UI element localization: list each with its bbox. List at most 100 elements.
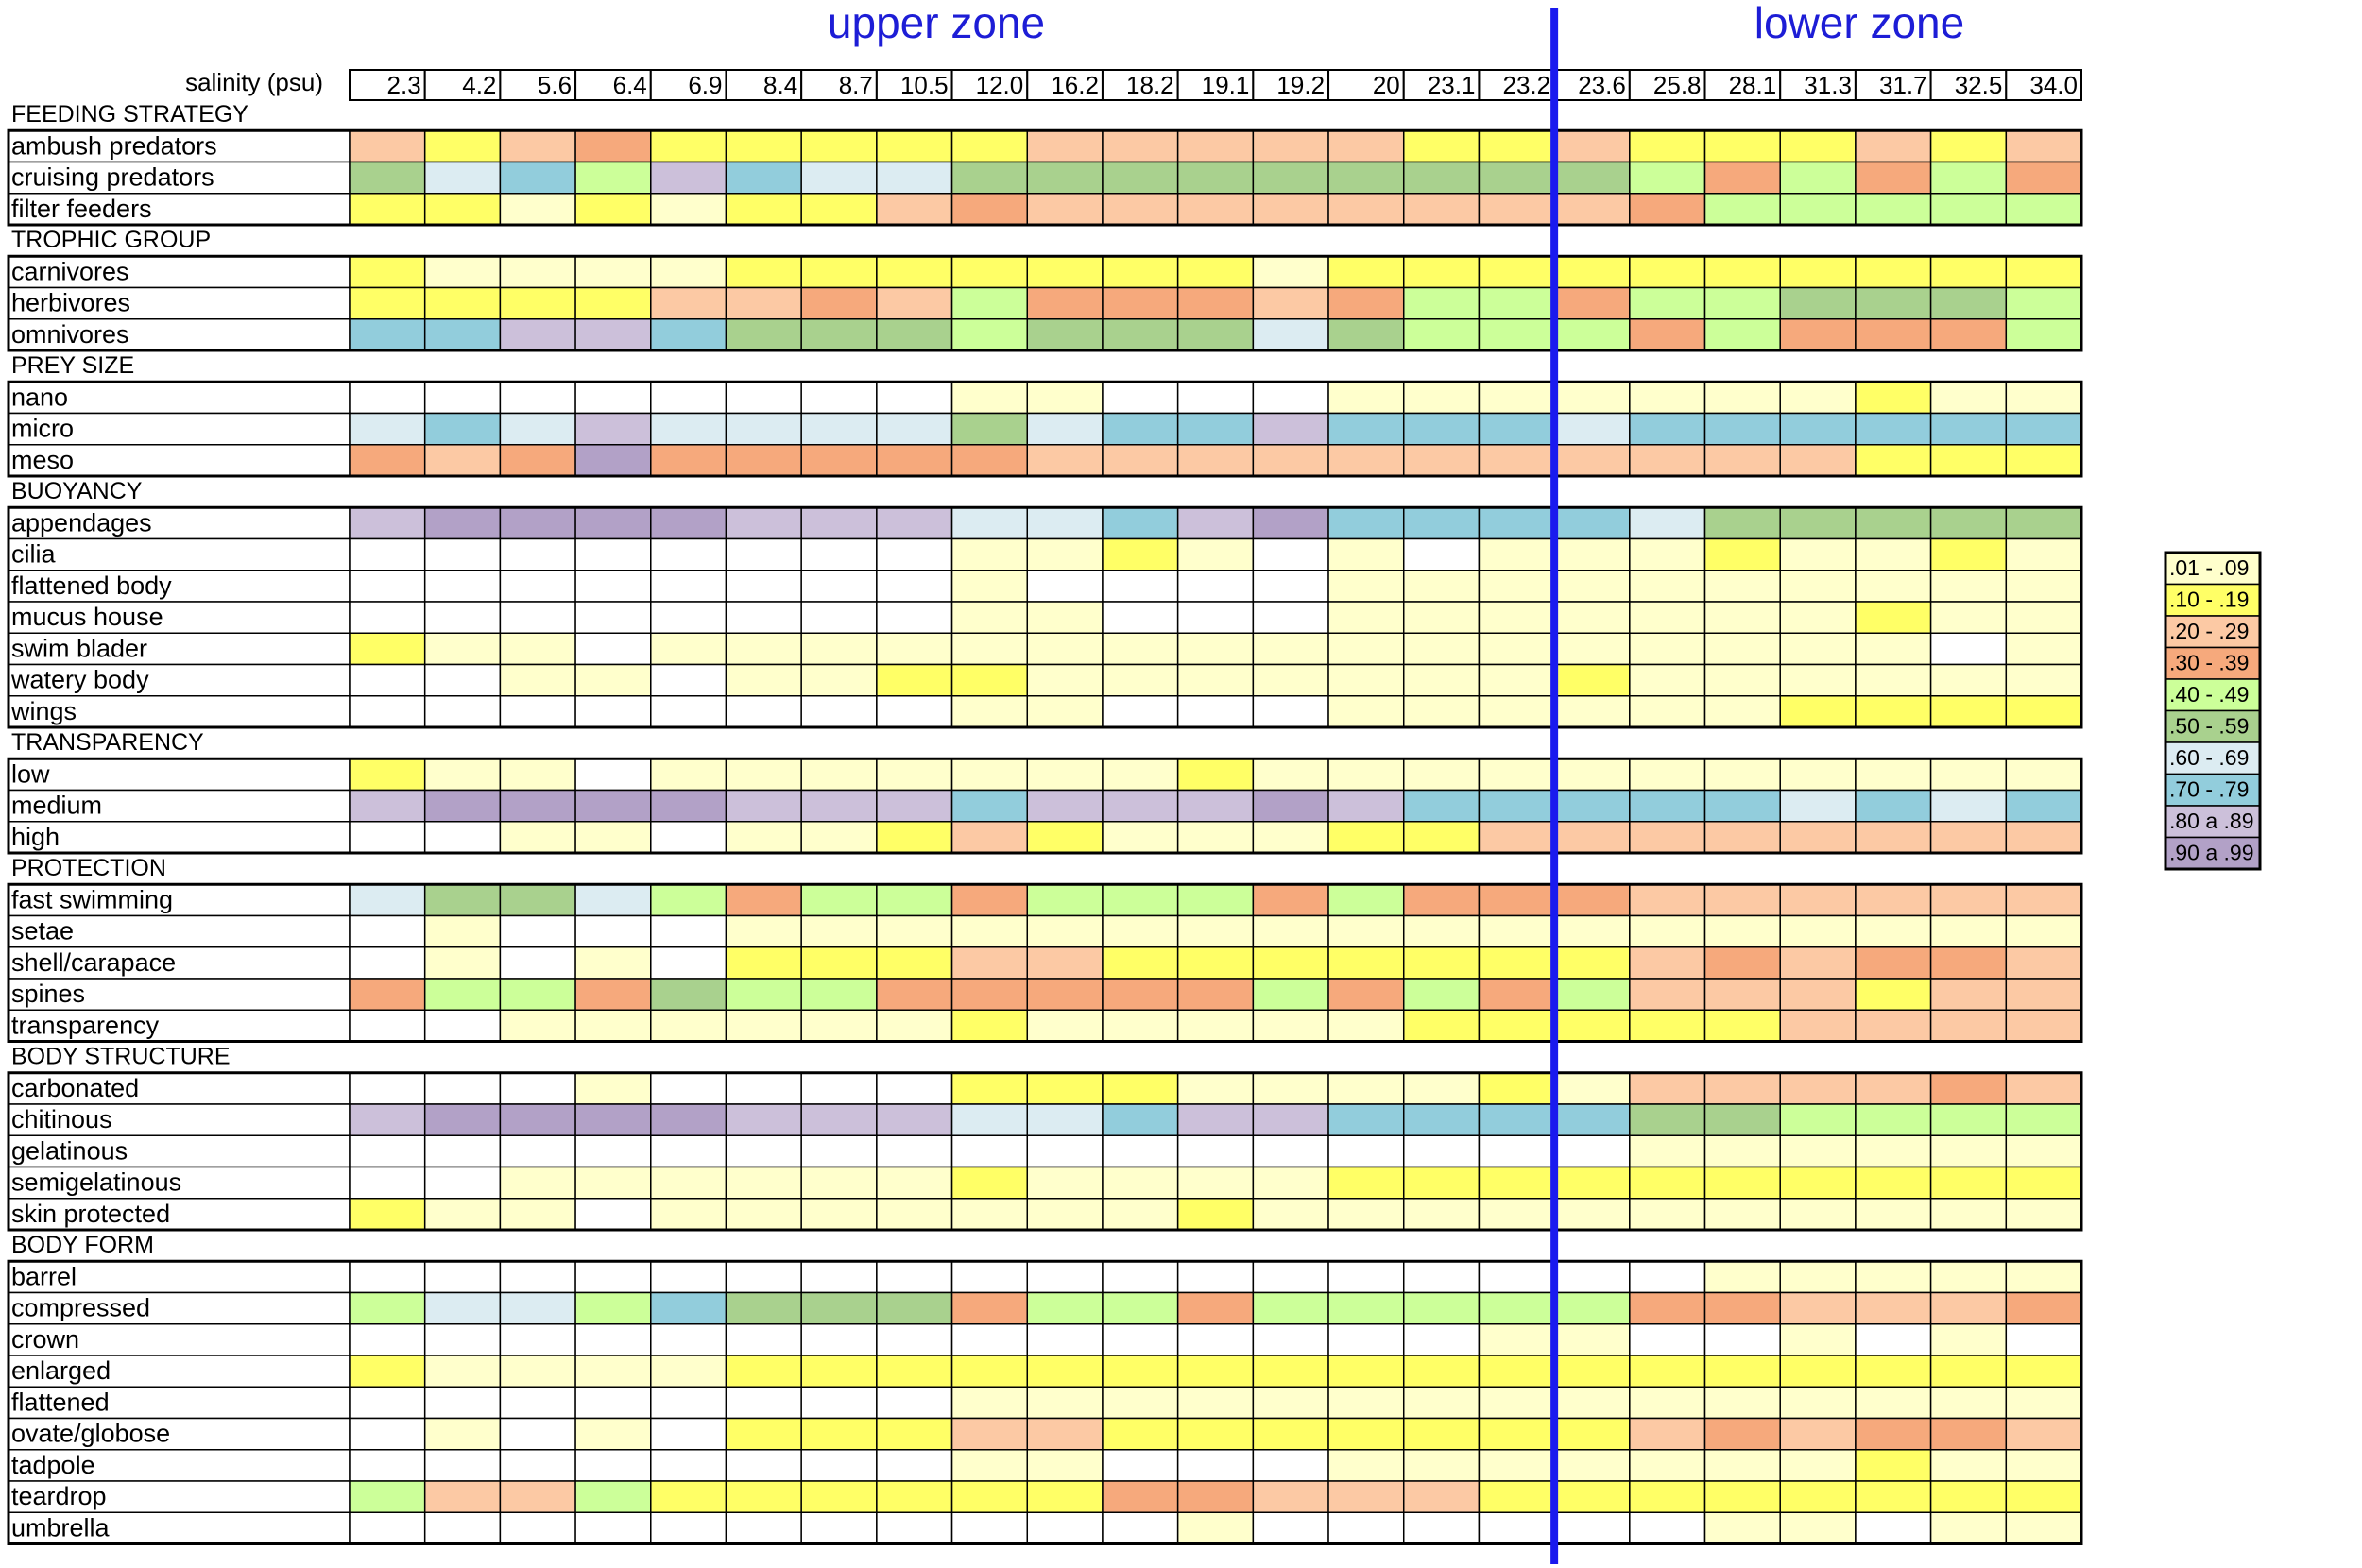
heatmap-cell — [876, 444, 953, 477]
heatmap-cell — [876, 1198, 953, 1231]
heatmap-cell — [1176, 1166, 1255, 1200]
heatmap-cell — [349, 821, 426, 854]
heatmap-cell — [1553, 412, 1631, 446]
heatmap-cell — [1929, 601, 2008, 634]
group-label: FEEDING STRATEGY — [11, 101, 248, 128]
heatmap-cell — [1402, 821, 1481, 854]
heatmap-cell — [1929, 663, 2008, 697]
heatmap-cell — [725, 1386, 802, 1420]
heatmap-cell — [1779, 570, 1857, 603]
heatmap-cell — [876, 1260, 953, 1294]
heatmap-cell — [1327, 663, 1405, 697]
heatmap-cell — [1703, 978, 1781, 1011]
heatmap-cell — [800, 1134, 878, 1168]
row-label: cruising predators — [11, 163, 214, 192]
heatmap-cell — [1478, 632, 1555, 666]
heatmap-cell — [1703, 1072, 1781, 1105]
heatmap-cell — [2005, 537, 2082, 571]
heatmap-cell — [1102, 255, 1179, 289]
heatmap-cell — [800, 1072, 878, 1105]
salinity-tick-label: 23.6 — [1578, 71, 1626, 99]
heatmap-cell — [1102, 506, 1179, 540]
heatmap-cell — [1327, 695, 1405, 728]
legend-label: .50 - .59 — [2169, 714, 2249, 739]
heatmap-cell — [800, 255, 878, 289]
heatmap-cell — [1402, 1103, 1481, 1136]
heatmap-cell — [950, 1103, 1029, 1136]
heatmap-cell — [1553, 695, 1631, 728]
heatmap-cell — [1402, 444, 1481, 477]
heatmap-cell — [349, 758, 426, 792]
heatmap-cell — [1176, 161, 1255, 195]
heatmap-cell — [1102, 601, 1179, 634]
heatmap-cell — [574, 978, 652, 1011]
row-label: swim blader — [11, 634, 147, 662]
salinity-tick-label: 6.4 — [613, 71, 647, 99]
heatmap-cell — [950, 632, 1029, 666]
heatmap-cell — [1402, 1386, 1481, 1420]
heatmap-cell — [349, 129, 426, 163]
group-block-border — [7, 505, 2083, 729]
heatmap-cell — [1252, 601, 1329, 634]
heatmap-cell — [423, 1480, 502, 1513]
heatmap-cell — [1703, 255, 1781, 289]
heatmap-cell — [1703, 1166, 1781, 1200]
heatmap-cell — [1102, 1417, 1179, 1451]
heatmap-cell — [1629, 1166, 1706, 1200]
heatmap-cell — [1327, 601, 1405, 634]
heatmap-cell — [800, 161, 878, 195]
heatmap-cell — [1703, 632, 1781, 666]
heatmap-cell — [1629, 789, 1706, 823]
heatmap-cell — [1026, 506, 1104, 540]
heatmap-cell — [2005, 946, 2082, 980]
heatmap-cell — [574, 1072, 652, 1105]
heatmap-cell — [499, 946, 576, 980]
heatmap-cell — [1102, 883, 1179, 917]
heatmap-cell — [349, 506, 426, 540]
salinity-header-cell — [725, 69, 803, 101]
heatmap-cell — [423, 1198, 502, 1231]
heatmap-cell — [1929, 129, 2008, 163]
heatmap-cell — [1026, 1103, 1104, 1136]
color-legend: .01 - .09 .10 - .19 .20 - .29 .30 - .39 .40 … — [2164, 551, 2262, 871]
heatmap-cell — [1252, 695, 1329, 728]
heatmap-cell — [2005, 1355, 2082, 1388]
heatmap-cell — [650, 1291, 727, 1325]
heatmap-cell — [1629, 632, 1706, 666]
heatmap-cell — [725, 506, 802, 540]
heatmap-cell — [1026, 537, 1104, 571]
heatmap-cell — [1629, 1511, 1706, 1545]
heatmap-cell — [1478, 1134, 1555, 1168]
heatmap-cell — [574, 695, 652, 728]
heatmap-cell — [1327, 821, 1405, 854]
heatmap-cell — [1703, 193, 1781, 226]
heatmap-cell — [1176, 978, 1255, 1011]
heatmap-cell — [1855, 1072, 1932, 1105]
heatmap-cell — [349, 914, 426, 948]
heatmap-cell — [349, 318, 426, 351]
heatmap-cell — [1478, 255, 1555, 289]
row-label: carnivores — [11, 257, 129, 285]
heatmap-cell — [1629, 914, 1706, 948]
heatmap-cell — [1779, 1323, 1857, 1356]
heatmap-cell — [1779, 412, 1857, 446]
heatmap-cell — [2005, 1417, 2082, 1451]
heatmap-cell — [1252, 1323, 1329, 1356]
group-block-border — [7, 128, 2083, 227]
heatmap-cell — [1478, 1386, 1555, 1420]
heatmap-cell — [950, 1009, 1029, 1043]
heatmap-cell — [725, 1480, 802, 1513]
heatmap-cell — [499, 632, 576, 666]
heatmap-cell — [1629, 1386, 1706, 1420]
heatmap-cell — [1327, 1072, 1405, 1105]
heatmap-cell — [1327, 1386, 1405, 1420]
row-label-cell — [8, 883, 351, 917]
heatmap-cell — [1779, 444, 1857, 477]
heatmap-cell — [1929, 914, 2008, 948]
heatmap-cell — [1478, 1198, 1555, 1231]
heatmap-cell — [1252, 537, 1329, 571]
heatmap-cell — [876, 193, 953, 226]
heatmap-cell — [1629, 193, 1706, 226]
heatmap-cell — [1176, 695, 1255, 728]
heatmap-cell — [800, 1480, 878, 1513]
